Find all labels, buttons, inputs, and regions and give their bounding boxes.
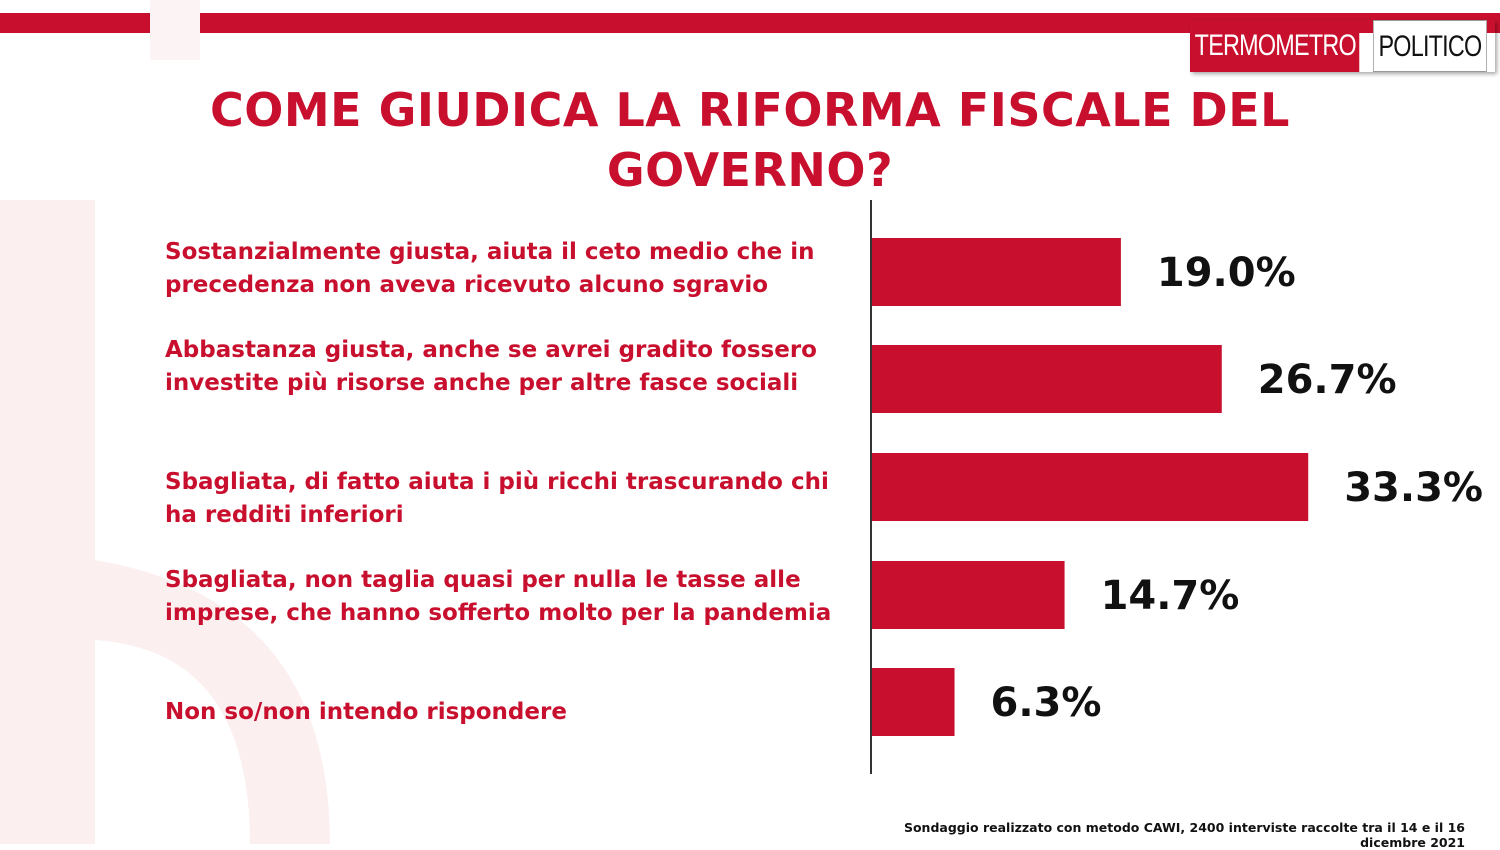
logo-text-left: TERMOMETRO bbox=[1190, 20, 1359, 72]
top-red-band bbox=[0, 13, 1500, 33]
bar-value-label: 6.3% bbox=[991, 680, 1102, 726]
bar-value-label: 19.0% bbox=[1157, 250, 1296, 296]
bar-value-label: 33.3% bbox=[1344, 465, 1483, 511]
logo-text-right: POLITICO bbox=[1372, 20, 1487, 72]
bar-value-label: 26.7% bbox=[1258, 357, 1397, 403]
bar bbox=[872, 561, 1065, 629]
termometro-politico-logo: TERMOMETRO POLITICO bbox=[1190, 20, 1495, 72]
bar bbox=[872, 345, 1222, 413]
category-label: Abbastanza giusta, anche se avrei gradit… bbox=[165, 337, 817, 396]
bar bbox=[872, 453, 1309, 521]
category-label: Sbagliata, di fatto aiuta i più ricchi t… bbox=[165, 469, 829, 528]
bar-value-label: 14.7% bbox=[1101, 573, 1240, 619]
chart-title: COME GIUDICA LA RIFORMA FISCALE DEL GOVE… bbox=[210, 83, 1290, 197]
category-label: Non so/non intendo rispondere bbox=[165, 699, 567, 725]
bar bbox=[872, 668, 955, 736]
category-label: Sostanzialmente giusta, aiuta il ceto me… bbox=[165, 239, 815, 298]
survey-footnote: Sondaggio realizzato con metodo CAWI, 24… bbox=[903, 820, 1465, 850]
category-axis-line bbox=[870, 200, 872, 774]
category-label: Sbagliata, non taglia quasi per nulla le… bbox=[165, 567, 832, 626]
bar bbox=[872, 238, 1121, 306]
